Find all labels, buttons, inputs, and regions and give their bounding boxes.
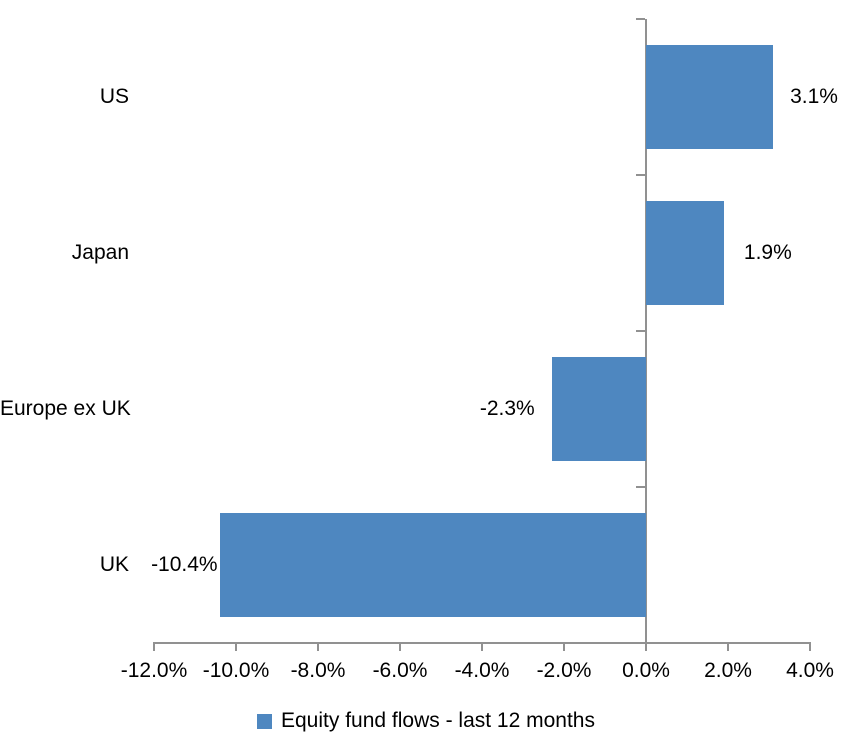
category-label: Japan [71, 241, 129, 264]
x-axis-tick [481, 642, 483, 651]
x-axis-tick-label: 2.0% [704, 659, 752, 682]
x-axis-tick-label: -2.0% [536, 659, 592, 682]
bar-value-label: 1.9% [743, 241, 792, 264]
x-axis-tick [563, 642, 565, 651]
bar-value-label: -10.4% [151, 553, 218, 576]
x-axis-tick [645, 642, 647, 651]
x-axis-tick [153, 642, 155, 651]
y-axis-tick [636, 18, 645, 20]
x-axis-tick-label: -4.0% [454, 659, 510, 682]
legend-label: Equity fund flows - last 12 months [281, 709, 595, 732]
x-axis-tick-label: -12.0% [120, 659, 188, 682]
x-axis-tick [235, 642, 237, 651]
bar-uk [219, 513, 646, 617]
legend: Equity fund flows - last 12 months [0, 710, 852, 732]
x-axis-tick-label: -10.0% [202, 659, 270, 682]
x-axis-tick-label: 4.0% [786, 659, 834, 682]
bar-value-label: -2.3% [479, 397, 535, 420]
bar-europe-ex-uk [551, 357, 646, 461]
bar-us [646, 45, 774, 149]
category-label: UK [99, 553, 129, 576]
y-axis-tick [636, 174, 645, 176]
x-axis-tick-label: -6.0% [372, 659, 428, 682]
x-axis-tick [399, 642, 401, 651]
legend-swatch-icon [257, 713, 272, 729]
x-axis-tick [317, 642, 319, 651]
category-label: US [99, 85, 129, 108]
x-axis-tick-label: -8.0% [290, 659, 346, 682]
bar-value-label: 3.1% [790, 85, 838, 108]
y-axis-tick [636, 486, 645, 488]
category-label: Europe ex UK [0, 397, 131, 420]
bar-japan [646, 201, 724, 305]
x-axis-tick-label: 0.0% [622, 659, 670, 682]
x-axis-tick [809, 642, 811, 651]
y-axis-tick [636, 330, 645, 332]
x-axis-tick [727, 642, 729, 651]
y-axis-line [645, 19, 647, 651]
